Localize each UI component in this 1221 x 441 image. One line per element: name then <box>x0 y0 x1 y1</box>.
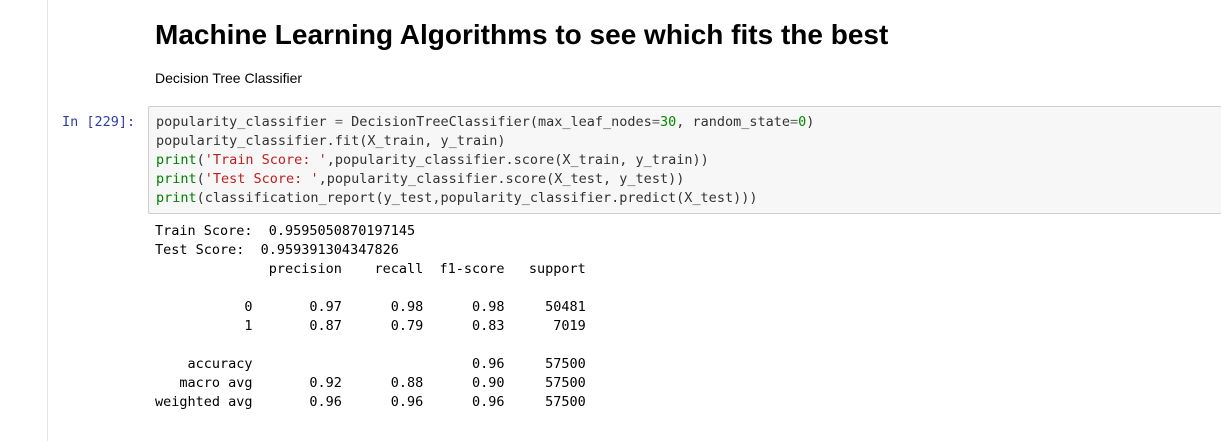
output-line: Train Score: 0.9595050870197145 <box>155 223 416 239</box>
code-line: popularity_classifier = DecisionTreeClas… <box>156 114 815 130</box>
output-line: precision recall f1-score support <box>155 261 586 277</box>
code-line: print('Test Score: ',popularity_classifi… <box>156 171 685 187</box>
code-cell-source[interactable]: popularity_classifier = DecisionTreeClas… <box>156 113 814 208</box>
output-line: Test Score: 0.959391304347826 <box>155 242 399 258</box>
cell-output: Train Score: 0.9595050870197145 Test Scor… <box>155 222 586 412</box>
code-line: print('Train Score: ',popularity_classif… <box>156 152 709 168</box>
code-line: popularity_classifier.fit(X_train, y_tra… <box>156 133 506 149</box>
code-line: print(classification_report(y_test,popul… <box>156 190 758 206</box>
output-line: 0 0.97 0.98 0.98 50481 <box>155 299 586 315</box>
output-line: weighted avg 0.96 0.96 0.96 57500 <box>155 394 586 410</box>
input-prompt: In [229]: <box>62 114 136 130</box>
output-line <box>155 336 586 355</box>
output-line <box>155 279 586 298</box>
markdown-subtitle: Decision Tree Classifier <box>155 70 303 86</box>
notebook-left-border <box>47 0 48 441</box>
markdown-heading: Machine Learning Algorithms to see which… <box>155 19 889 50</box>
code-cell-editor[interactable] <box>148 106 1221 214</box>
output-line: accuracy 0.96 57500 <box>155 356 586 372</box>
output-line: 1 0.87 0.79 0.83 7019 <box>155 318 586 334</box>
output-line: macro avg 0.92 0.88 0.90 57500 <box>155 375 586 391</box>
